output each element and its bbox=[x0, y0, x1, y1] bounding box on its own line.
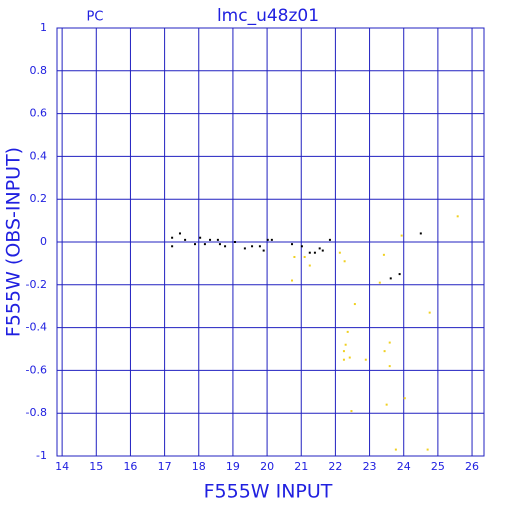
point bbox=[419, 232, 422, 235]
point bbox=[348, 356, 351, 359]
point bbox=[313, 251, 316, 254]
point bbox=[378, 281, 381, 284]
point bbox=[328, 238, 331, 241]
point bbox=[178, 232, 181, 235]
y-tick-label: 1 bbox=[40, 21, 47, 34]
x-tick-label: 15 bbox=[89, 460, 103, 473]
point bbox=[171, 236, 174, 239]
x-tick-label: 21 bbox=[294, 460, 308, 473]
point bbox=[350, 410, 353, 413]
point bbox=[383, 350, 386, 353]
y-tick-label: 0.4 bbox=[30, 149, 48, 162]
x-axis-label: F555W INPUT bbox=[204, 481, 333, 503]
point bbox=[308, 251, 311, 254]
point bbox=[291, 279, 294, 282]
point bbox=[218, 243, 221, 246]
x-tick-label: 16 bbox=[123, 460, 137, 473]
point bbox=[262, 249, 265, 252]
x-tick-label: 25 bbox=[431, 460, 445, 473]
point bbox=[385, 403, 388, 406]
point bbox=[266, 238, 269, 241]
point bbox=[308, 264, 311, 267]
x-tick-label: 24 bbox=[397, 460, 411, 473]
point bbox=[318, 247, 321, 250]
y-tick-label: 0.6 bbox=[30, 107, 48, 120]
chart-subtitle: PC bbox=[87, 10, 104, 25]
point bbox=[209, 238, 212, 241]
point bbox=[233, 241, 236, 243]
x-tick-label: 17 bbox=[158, 460, 172, 473]
point bbox=[270, 238, 273, 241]
point bbox=[243, 247, 246, 250]
point bbox=[338, 251, 341, 254]
point bbox=[388, 365, 391, 368]
point bbox=[364, 358, 367, 361]
point bbox=[428, 311, 431, 314]
point bbox=[342, 358, 345, 361]
point bbox=[342, 350, 345, 353]
point bbox=[216, 238, 219, 241]
point bbox=[388, 341, 391, 344]
chart-title: lmc_u48z01 bbox=[217, 6, 319, 26]
point bbox=[394, 448, 397, 451]
point bbox=[456, 215, 459, 218]
y-tick-label: -1 bbox=[36, 449, 47, 462]
x-tick-label: 14 bbox=[55, 460, 69, 473]
y-tick-label: -0.4 bbox=[26, 321, 47, 334]
y-tick-label: 0 bbox=[40, 235, 47, 248]
point bbox=[300, 245, 303, 248]
point bbox=[291, 243, 294, 246]
point bbox=[171, 245, 174, 248]
point bbox=[184, 238, 187, 241]
point bbox=[321, 249, 324, 252]
point bbox=[403, 397, 406, 400]
y-tick-label: -0.6 bbox=[26, 363, 47, 376]
x-tick-label: 19 bbox=[226, 460, 240, 473]
y-tick-label: 0.8 bbox=[30, 64, 48, 77]
x-tick-label: 20 bbox=[260, 460, 274, 473]
y-tick-label: -0.8 bbox=[26, 406, 47, 419]
point bbox=[346, 330, 349, 333]
point bbox=[343, 260, 346, 263]
y-tick-label: 0.2 bbox=[30, 192, 48, 205]
point bbox=[303, 255, 306, 258]
point bbox=[382, 253, 385, 256]
x-tick-label: 26 bbox=[465, 460, 479, 473]
x-tick-label: 18 bbox=[192, 460, 206, 473]
point bbox=[389, 277, 392, 280]
point bbox=[353, 303, 356, 306]
point bbox=[203, 243, 206, 246]
y-axis-label: F555W (OBS-INPUT) bbox=[3, 147, 25, 337]
point bbox=[194, 243, 197, 246]
point bbox=[258, 245, 261, 248]
point bbox=[293, 255, 296, 258]
point bbox=[398, 273, 401, 276]
x-tick-label: 22 bbox=[328, 460, 342, 473]
point bbox=[426, 448, 429, 451]
x-tick-label: 23 bbox=[363, 460, 377, 473]
point bbox=[344, 343, 347, 346]
point bbox=[251, 245, 254, 248]
point bbox=[199, 236, 202, 239]
point bbox=[400, 234, 403, 237]
y-tick-label: -0.2 bbox=[26, 278, 47, 291]
point bbox=[224, 245, 227, 248]
